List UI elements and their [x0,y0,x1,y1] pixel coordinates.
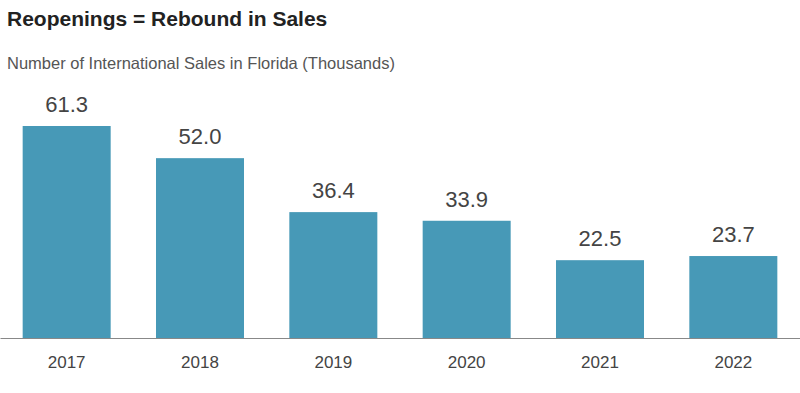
x-tick: 2018 [181,353,219,372]
x-tick: 2017 [48,353,86,372]
data-label: 33.9 [445,187,488,212]
x-tick-label: 2021 [581,353,619,372]
data-label: 61.3 [45,92,88,117]
x-tick-label: 2017 [48,353,86,372]
data-label: 52.0 [179,124,222,149]
bar [556,260,644,338]
chart: Reopenings = Rebound in Sales Number of I… [0,0,800,393]
data-label: 23.7 [712,222,755,247]
x-tick-label: 2020 [448,353,486,372]
bar [156,158,244,338]
bar [289,212,377,338]
subtitle: Number of International Sales in Florida… [7,54,395,72]
x-axis-line [1,338,800,339]
data-labels: 61.3 52.0 36.4 33.9 22.5 23.7 [45,92,754,251]
bar [23,126,111,338]
bar [423,221,511,338]
data-label: 22.5 [579,226,622,251]
x-axis: 2017 2018 2019 2020 2021 2022 [1,339,800,373]
x-tick-label: 2019 [314,353,352,372]
x-tick-label: 2022 [714,353,752,372]
bars [23,126,778,338]
data-label: 36.4 [312,178,355,203]
x-tick: 2020 [448,353,486,372]
x-tick: 2022 [714,353,752,372]
x-tick: 2021 [581,353,619,372]
x-tick: 2019 [314,353,352,372]
title: Reopenings = Rebound in Sales [7,7,327,30]
bar [689,256,777,338]
x-tick-label: 2018 [181,353,219,372]
